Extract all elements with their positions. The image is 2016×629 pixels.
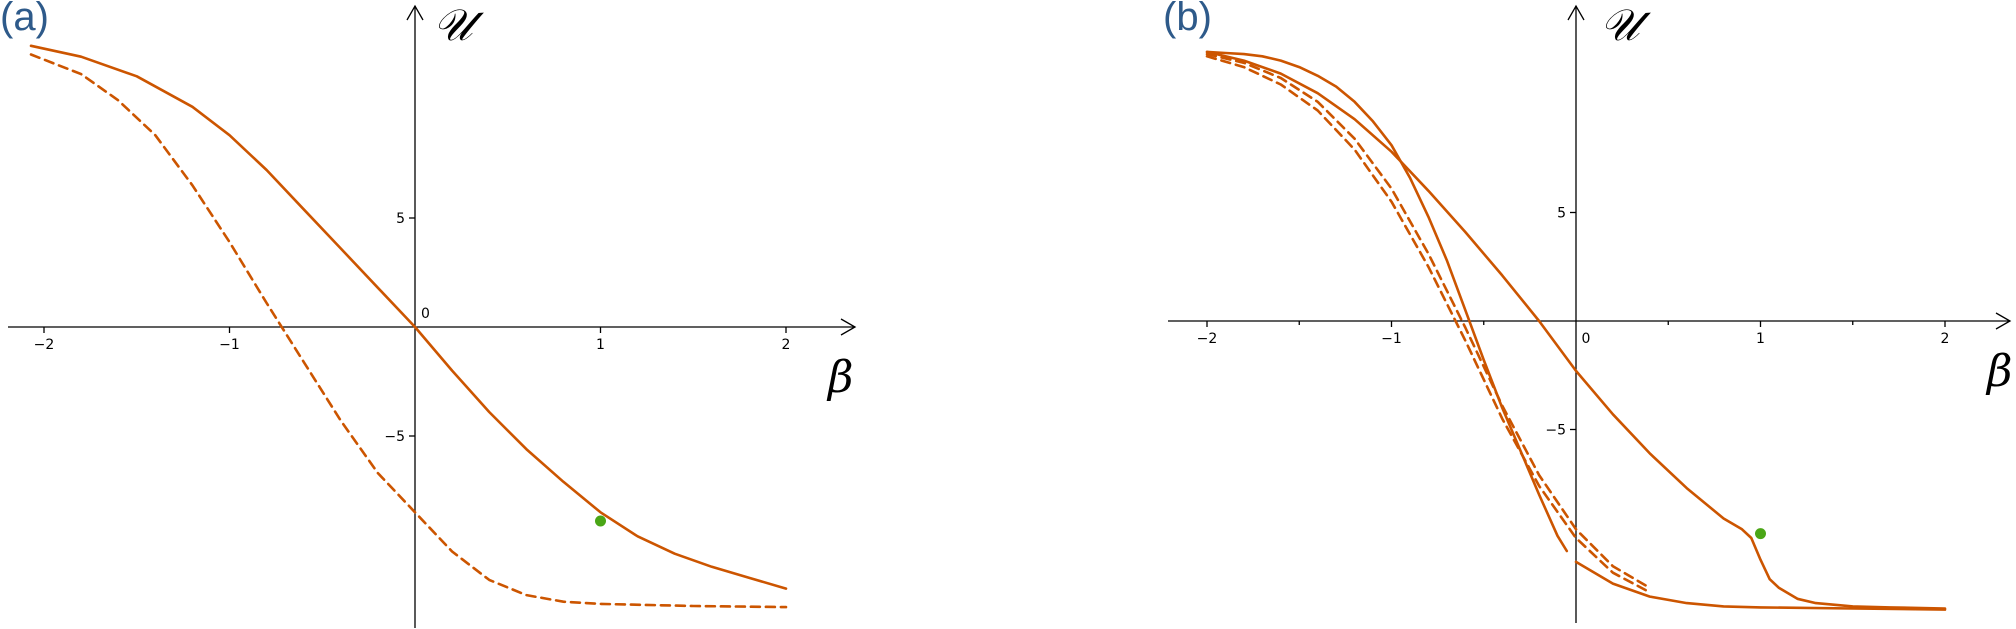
panel-b-x-tick-label: 1 <box>1756 331 1765 347</box>
panel-b-x-tick-label: 0 <box>1582 331 1591 347</box>
panel-a-series-2-line <box>29 53 788 609</box>
panel-b-x-axis-name: β <box>1985 346 2012 397</box>
panel-b-x-axis-arrow <box>1995 312 2012 330</box>
panel-a-x-tick-label: −1 <box>219 337 240 353</box>
panel-b-series-3-line <box>1205 52 1652 590</box>
panel-b-y-axis-arrow <box>1567 4 1585 21</box>
panel-a-label: (a) <box>0 0 49 39</box>
panel-a-series-1-line <box>29 44 788 590</box>
panel-b-series-1-line <box>1205 50 1947 610</box>
panel-a-x-axis-name: β <box>826 352 853 403</box>
panel-a-origin-label: 0 <box>421 306 430 322</box>
panel-b-x-tick-label: −2 <box>1197 331 1218 347</box>
panel-b-series-2-line <box>1205 50 1569 553</box>
panel-a-y-axis-name: 𝒰 <box>433 0 484 51</box>
panel-a-x-tick-label: −2 <box>34 337 55 353</box>
panel-a-x-tick-label: 1 <box>596 337 605 353</box>
chart-panel-b: (b) 𝒰β −2 −1 0 1 2 5 −5 <box>1163 0 2012 623</box>
panel-b-series-2-tail-line <box>1574 560 1947 611</box>
chart-panel-a: (a) 𝒰β −2 −1 1 2 5 −5 0 <box>0 0 857 628</box>
panel-a-marked-point <box>595 515 606 527</box>
panel-b-x-tick-label: −1 <box>1381 331 1402 347</box>
panel-a-y-axis-arrow <box>406 4 424 21</box>
panel-a-x-axis-arrow <box>840 318 857 336</box>
panel-a-y-tick-label: −5 <box>384 429 405 445</box>
panel-b-y-tick-label: −5 <box>1545 423 1566 439</box>
panel-b-series-4-line <box>1205 55 1652 594</box>
panel-b-y-axis-name: 𝒰 <box>1600 0 1651 51</box>
panel-b-y-tick-label: 5 <box>1557 206 1566 222</box>
panel-b-x-tick-label: 2 <box>1941 331 1950 347</box>
panel-a-y-tick-label: 5 <box>396 211 405 227</box>
panel-b-label: (b) <box>1163 0 1212 39</box>
panel-b-marked-point <box>1755 528 1766 540</box>
panel-a-x-tick-label: 2 <box>782 337 791 353</box>
